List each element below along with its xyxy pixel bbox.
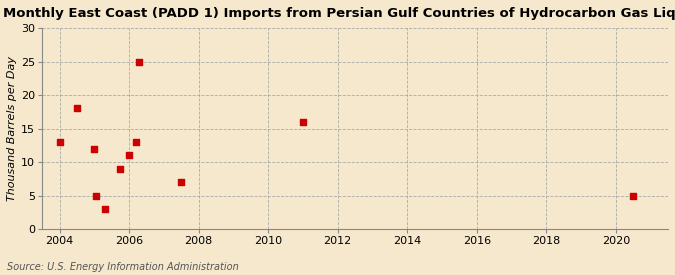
Point <box>134 59 144 64</box>
Point <box>99 207 110 211</box>
Point <box>298 120 308 124</box>
Point <box>176 180 187 185</box>
Point <box>124 153 134 158</box>
Point <box>89 147 100 151</box>
Point <box>90 193 101 198</box>
Y-axis label: Thousand Barrels per Day: Thousand Barrels per Day <box>7 56 17 201</box>
Point <box>115 167 126 171</box>
Point <box>131 140 142 144</box>
Point <box>72 106 82 111</box>
Text: Source: U.S. Energy Information Administration: Source: U.S. Energy Information Administ… <box>7 262 238 272</box>
Title: Monthly East Coast (PADD 1) Imports from Persian Gulf Countries of Hydrocarbon G: Monthly East Coast (PADD 1) Imports from… <box>3 7 675 20</box>
Point <box>628 193 639 198</box>
Point <box>54 140 65 144</box>
